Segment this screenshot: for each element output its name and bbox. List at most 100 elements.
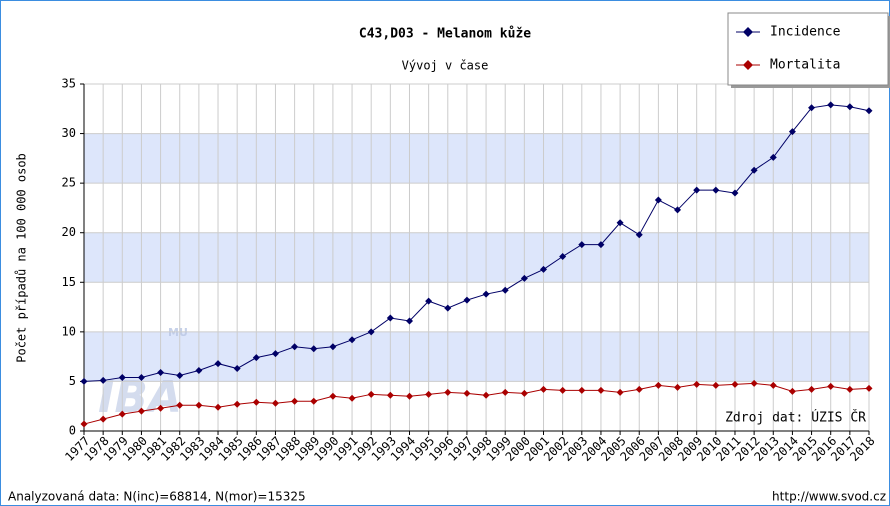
data-point [501,286,509,294]
data-point [348,394,356,402]
data-point [788,128,796,136]
data-point [463,296,471,304]
data-point [846,385,854,393]
data-point [367,328,375,336]
data-point [559,386,567,394]
footer-left: Analyzovaná data: N(inc)=68814, N(mor)=1… [8,490,306,504]
data-point [865,384,873,392]
data-point [291,343,299,351]
data-point [99,376,107,384]
data-point [214,403,222,411]
y-tick-label: 15 [62,275,76,289]
data-point [176,401,184,409]
data-point [846,103,854,111]
data-point [386,391,394,399]
data-point [405,317,413,325]
data-point [310,397,318,405]
data-point [137,407,145,415]
data-point [80,377,88,385]
data-point [520,274,528,282]
data-point [769,381,777,389]
data-point [693,186,701,194]
footer-right: http://www.svod.cz [772,490,886,504]
chart-subtitle: Vývoj v čase [402,59,489,73]
data-point [252,398,260,406]
data-point [597,386,605,394]
data-point [425,390,433,398]
legend [727,12,889,86]
data-point [635,385,643,393]
data-point [233,365,241,373]
y-tick-label: 30 [62,126,76,140]
plot-area: IBA MU [83,83,870,432]
data-point [654,196,662,204]
data-point [271,399,279,407]
grid-band [84,133,869,184]
y-tick-label: 35 [62,77,76,91]
watermark-sup: MU [168,326,188,339]
data-point [616,219,624,227]
data-point [808,385,816,393]
data-point [99,415,107,423]
data-point [712,381,720,389]
data-point [176,371,184,379]
data-point [712,186,720,194]
data-point [444,388,452,396]
data-point [195,367,203,375]
data-point [386,314,394,322]
data-point [482,391,490,399]
data-point [808,104,816,112]
data-point [750,166,758,174]
data-point [865,107,873,115]
y-tick-label: 25 [62,176,76,190]
legend-label: Mortalita [770,58,840,73]
data-point [80,420,88,428]
data-point [310,345,318,353]
grid-band [84,331,869,382]
data-point [616,388,624,396]
data-point [348,336,356,344]
watermark: IBA [98,372,182,423]
data-point [405,392,413,400]
data-point [827,382,835,390]
data-point [578,386,586,394]
data-point [482,290,490,298]
data-point [559,253,567,261]
data-point [214,360,222,368]
data-point [271,350,279,358]
data-point [540,385,548,393]
data-point [654,381,662,389]
data-point [118,373,126,381]
data-point [367,390,375,398]
data-point [674,206,682,214]
data-point [501,388,509,396]
data-point [463,389,471,397]
y-tick-label: 0 [69,424,76,438]
data-point [329,392,337,400]
legend-label: Incidence [770,25,841,40]
data-point [329,343,337,351]
data-point [291,397,299,405]
legend-marker [743,60,753,70]
source-note: Zdroj dat: ÚZIS ČR [725,410,866,426]
data-point [425,297,433,305]
data-point [693,380,701,388]
y-tick-label: 10 [62,324,76,338]
data-point [674,383,682,391]
grid-band [84,232,869,283]
data-point [731,380,739,388]
data-point [769,153,777,161]
series-line [83,104,870,382]
data-point [750,379,758,387]
data-point [788,387,796,395]
data-point [635,231,643,239]
data-point [233,400,241,408]
data-point [444,304,452,312]
data-point [540,265,548,273]
y-axis-label: Počet případů na 100 000 osob [15,153,29,363]
data-point [118,410,126,418]
chart-title: C43,D03 - Melanom kůže [359,27,531,42]
data-point [520,389,528,397]
data-point [578,241,586,249]
